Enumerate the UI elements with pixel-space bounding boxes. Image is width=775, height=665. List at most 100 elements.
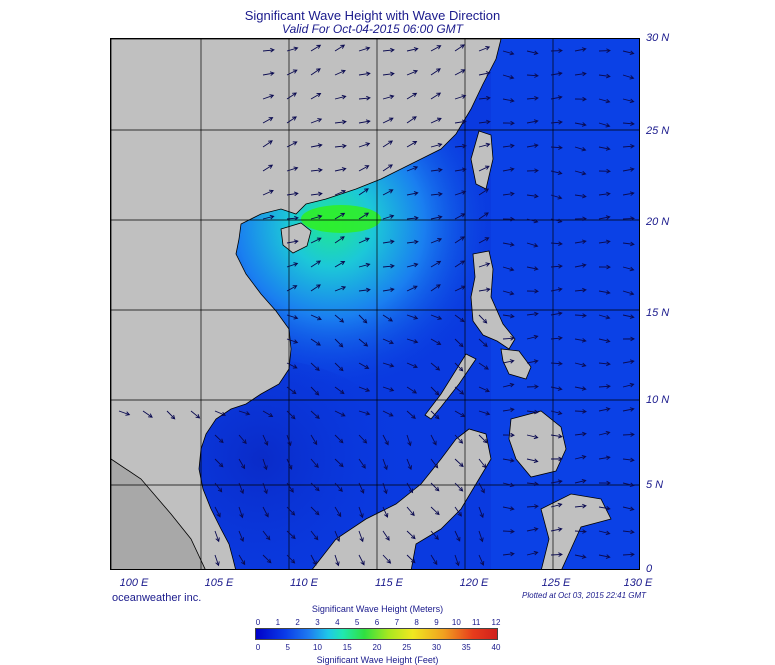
wave-arrow <box>286 530 296 540</box>
wave-arrow <box>502 359 515 364</box>
legend-title-feet: Significant Wave Height (Feet) <box>316 655 439 665</box>
wave-arrow <box>262 117 274 124</box>
wave-arrow <box>598 191 611 197</box>
wave-arrow <box>478 237 490 244</box>
wave-arrow <box>262 554 272 564</box>
land-visayas <box>500 348 532 380</box>
wave-arrow <box>358 314 368 324</box>
wave-arrow <box>550 527 563 532</box>
wave-arrow <box>550 335 563 341</box>
brand-label: oceanweather inc. <box>112 592 202 604</box>
wave-arrow <box>262 47 275 53</box>
wave-arrow <box>358 362 370 369</box>
lon-label-115e: 115 E <box>375 577 403 589</box>
wave-arrow <box>622 74 635 80</box>
wave-arrow <box>454 386 465 395</box>
wave-arrow <box>574 529 587 534</box>
wave-arrow <box>622 144 635 149</box>
chart-title: Significant Wave Height with Wave Direct… <box>244 8 501 23</box>
legend-meter-tick: 10 <box>451 618 461 627</box>
wave-arrow <box>622 98 635 104</box>
wave-arrow <box>382 117 394 124</box>
wave-arrow <box>214 530 220 543</box>
wave-arrow <box>358 95 371 101</box>
wave-arrow <box>310 530 319 541</box>
chart-subtitle: Valid For Oct-04-2015 06:00 GMT <box>282 22 463 36</box>
wave-arrow <box>454 530 461 542</box>
land-china-indochina <box>111 39 502 569</box>
wave-arrow <box>358 458 366 469</box>
wave-arrow <box>550 502 563 508</box>
wave-arrow <box>406 314 419 320</box>
wave-arrow <box>502 167 515 172</box>
wave-arrow <box>574 239 587 245</box>
wave-arrow <box>382 362 395 368</box>
wave-arrow <box>310 338 321 346</box>
wave-arrow <box>262 434 269 446</box>
wave-arrow <box>478 287 491 293</box>
wave-arrow <box>238 410 251 416</box>
wave-arrow <box>334 506 342 518</box>
wave-arrow <box>430 92 442 100</box>
wave-arrow <box>406 262 419 268</box>
wave-arrow <box>550 479 563 484</box>
wave-arrow <box>430 434 437 446</box>
wave-arrow <box>358 386 371 392</box>
wave-arrow <box>358 165 370 172</box>
wave-arrow <box>622 432 635 437</box>
wave-arrow <box>550 170 563 176</box>
wave-arrow <box>406 191 419 196</box>
wave-arrow <box>526 193 539 199</box>
wave-arrow <box>262 458 268 471</box>
wave-arrow <box>382 71 395 77</box>
wave-arrow <box>406 338 419 344</box>
wave-arrow <box>502 216 515 222</box>
wave-arrow <box>502 143 515 149</box>
wave-arrow <box>454 458 464 468</box>
lat-label-15n: 15 N <box>646 307 670 319</box>
wave-arrow <box>430 506 440 516</box>
wave-arrow <box>286 92 297 100</box>
wave-arrow <box>214 554 220 567</box>
wave-arrow <box>526 550 539 556</box>
wave-arrow <box>574 263 587 268</box>
wave-arrow <box>262 164 274 172</box>
lat-label-20n: 20 N <box>646 216 670 228</box>
wave-arrow <box>598 215 611 220</box>
wave-arrow <box>430 338 442 345</box>
wave-arrow <box>310 434 318 446</box>
wave-arrow <box>502 191 515 197</box>
wave-arrow <box>598 361 611 367</box>
wave-arrow <box>574 554 587 559</box>
wave-arrow <box>382 386 395 392</box>
wave-arrow <box>382 554 392 564</box>
wave-arrow <box>526 242 539 248</box>
wave-arrow <box>622 290 635 296</box>
wave-arrow <box>358 338 369 347</box>
lat-label-30n: 30 N <box>646 32 670 44</box>
legend-meter-tick: 4 <box>335 618 340 627</box>
wave-arrow <box>454 410 466 418</box>
wave-arrow <box>550 386 563 391</box>
wave-arrow <box>502 266 515 272</box>
wave-arrow <box>310 68 321 76</box>
wave-arrow <box>526 334 539 340</box>
wave-arrow <box>502 407 515 413</box>
wave-arrow <box>286 69 298 76</box>
wave-arrow <box>286 166 299 172</box>
wave-arrow <box>334 386 345 395</box>
wave-arrow <box>358 410 371 416</box>
wave-arrow <box>598 480 611 486</box>
wave-arrow <box>430 191 443 197</box>
wave-arrow <box>310 386 320 396</box>
wave-arrow <box>358 482 365 494</box>
wave-arrow <box>286 410 296 420</box>
wave-arrow <box>334 482 343 493</box>
wave-arrow <box>598 264 611 270</box>
wave-arrow <box>574 431 587 437</box>
wave-arrow <box>310 237 322 244</box>
legend-feet-tick: 40 <box>491 643 501 652</box>
wave-arrow <box>598 290 611 295</box>
wave-arrow <box>502 506 515 511</box>
legend-meter-tick: 6 <box>374 618 380 627</box>
